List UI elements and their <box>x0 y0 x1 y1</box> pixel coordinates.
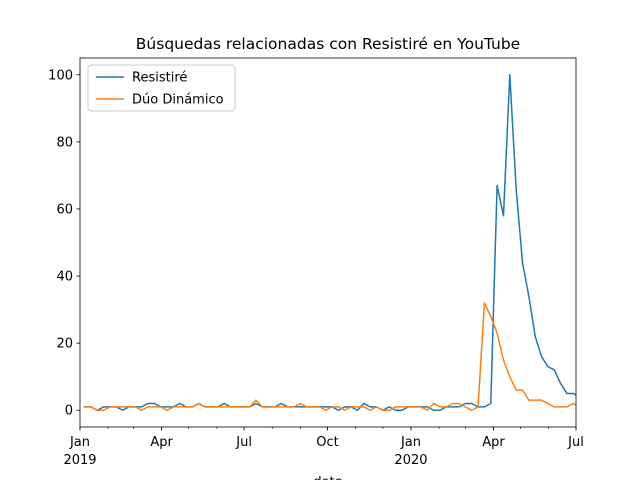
y-tick-label: 80 <box>56 135 73 150</box>
y-tick-label: 0 <box>65 404 73 419</box>
x-tick-label: Oct <box>316 435 338 450</box>
x-tick-year-label: 2020 <box>394 453 427 468</box>
x-tick-label: Apr <box>150 435 173 450</box>
x-tick-label: Jan <box>400 435 421 450</box>
x-tick-year-label: 2019 <box>63 453 96 468</box>
series-line-1 <box>83 302 576 411</box>
x-tick-label: Jul <box>235 435 252 450</box>
series-layer <box>83 74 576 411</box>
axes-layer <box>79 57 577 428</box>
x-tick-label: Jan <box>69 435 90 450</box>
plot-frame <box>79 57 577 428</box>
y-tick-label: 100 <box>48 68 73 83</box>
x-tick-label: Jul <box>567 435 584 450</box>
x-tick-label: Apr <box>482 435 505 450</box>
chart-title: Búsquedas relacionadas con Resistiré en … <box>136 35 520 53</box>
y-tick-label: 60 <box>56 202 73 217</box>
legend-entry-label: Resistiré <box>132 71 187 86</box>
legend: Resistiré Dúo Dinámico <box>87 64 236 112</box>
legend-box <box>87 64 236 112</box>
legend-entry-label: Dúo Dinámico <box>132 93 224 108</box>
y-tick-label: 20 <box>56 337 73 352</box>
ticks-layer: 0 20 40 60 80 100 Jan 2019 Apr Jul Oct Jan 2020 Apr Ju… <box>48 68 584 468</box>
y-tick-label: 40 <box>56 270 73 285</box>
x-axis-label: date <box>313 475 342 480</box>
